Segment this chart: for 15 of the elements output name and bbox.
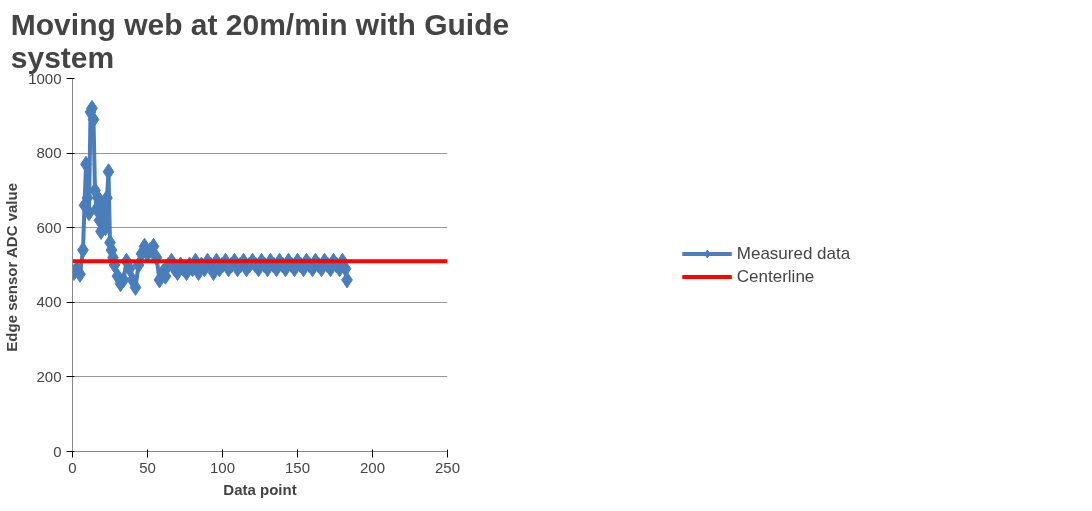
x-tick-label: 50 [139,458,156,476]
x-tick-label: 200 [359,458,386,476]
x-tick-label: 100 [209,458,236,476]
y-tick-label: 800 [36,144,62,162]
x-axis-title: Data point [223,480,297,498]
y-tick-label: 400 [36,293,62,311]
y-tick-label: 200 [36,367,62,385]
y-tick-label: 600 [36,218,62,236]
x-tick-label: 250 [434,458,461,476]
legend-label: Measured data [736,243,851,263]
legend-label: Centerline [736,266,815,286]
y-tick-label: 0 [53,442,62,460]
x-tick-label: 150 [284,458,311,476]
x-tick-label: 0 [68,458,77,476]
y-axis-title: Edge sensor ADC value [3,183,21,352]
